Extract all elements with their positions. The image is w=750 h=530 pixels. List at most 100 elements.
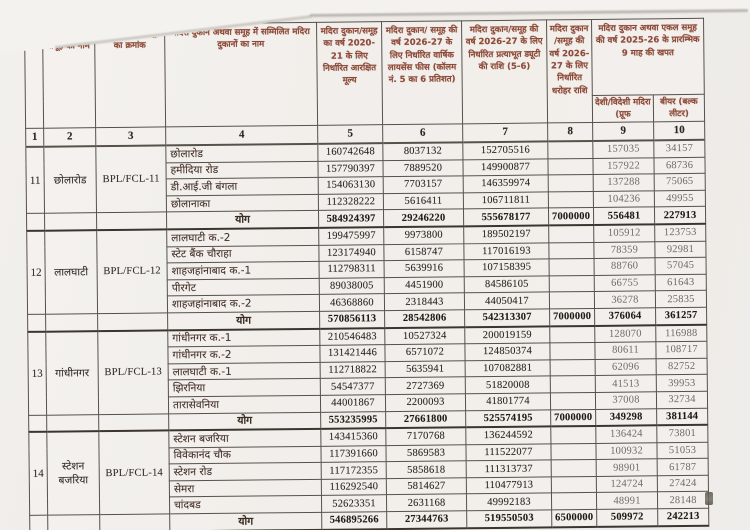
shop-name: हमीदिया रोड <box>165 160 319 180</box>
shop-value: 108717 <box>655 341 708 359</box>
shop-value: 199475997 <box>318 227 384 245</box>
shop-name: छोलारोड <box>165 143 318 163</box>
header-col-license-fee: मदिरा दुकान/ समूह की वर्ष 2026-27 के लिए… <box>381 20 463 125</box>
shop-value: 48991 <box>596 492 658 510</box>
total-value: 7000000 <box>549 308 595 326</box>
shop-value: 8037132 <box>382 142 463 161</box>
shop-value: 117016193 <box>463 242 550 260</box>
column-number: 5 <box>317 124 383 144</box>
shop-value: 54547377 <box>320 377 386 396</box>
shop-value <box>551 492 597 510</box>
total-value: 361257 <box>655 307 707 325</box>
shop-value: 111313737 <box>466 460 552 478</box>
group-name: स्टेशन बजरिया <box>46 431 100 516</box>
shop-value <box>551 476 597 494</box>
total-empty-serial <box>26 213 45 231</box>
shop-value <box>547 140 593 159</box>
shop-value: 152705516 <box>462 141 548 160</box>
total-value: 28542806 <box>384 309 465 328</box>
shop-value: 7703157 <box>383 176 464 194</box>
shop-value: 41801774 <box>465 392 551 411</box>
shop-value: 7170768 <box>385 427 466 446</box>
shop-value: 105912 <box>593 224 655 243</box>
shop-value: 28148 <box>657 491 709 509</box>
shop-name: झिरनिया <box>168 378 321 397</box>
total-value: 29246220 <box>383 209 464 228</box>
shop-value: 57045 <box>655 257 707 275</box>
shop-value: 117391660 <box>320 445 387 463</box>
shop-value: 68736 <box>653 156 706 175</box>
table-tilt-wrapper: मदिरा दुकान समूह का नाम मदिरा दुकान/ समू… <box>24 17 710 530</box>
column-number: 6 <box>382 123 463 144</box>
shop-value <box>550 375 596 393</box>
shop-value: 123174940 <box>318 244 385 262</box>
shop-value: 146359974 <box>463 175 549 193</box>
total-value: 6500000 <box>551 509 597 528</box>
shop-value: 37008 <box>595 391 657 409</box>
shop-value: 112798311 <box>319 260 385 279</box>
shop-name: शाहजहांनाबाद क.-2 <box>167 294 320 313</box>
shop-name: छोलानाका <box>166 194 319 213</box>
group-name: गांधीनगर <box>45 330 99 415</box>
header-col-deposit: मदिरा दुकान /समूह की वर्ष 2026-27 के लिए… <box>546 19 593 123</box>
shop-value: 4451900 <box>384 276 465 294</box>
shop-name: गांधीनगर क.-1 <box>167 328 320 348</box>
group-code: BPL/FCL-13 <box>97 329 169 415</box>
total-value: 525574195 <box>465 409 551 428</box>
shop-value: 6158747 <box>383 243 465 261</box>
shop-value: 136244592 <box>465 426 551 445</box>
shop-value: 61643 <box>655 274 707 292</box>
shop-value <box>549 291 595 309</box>
column-number: 2 <box>43 127 96 147</box>
shop-name: लालघाटी क.-2 <box>166 227 319 247</box>
shop-value: 157035 <box>592 140 654 159</box>
shop-value: 136424 <box>595 425 657 444</box>
shop-value: 27424 <box>657 475 709 493</box>
shop-value: 210546483 <box>319 327 385 346</box>
total-value: 546895266 <box>321 511 387 530</box>
total-value: 376064 <box>594 307 656 326</box>
shop-value: 32734 <box>656 391 708 409</box>
shop-value: 5616411 <box>383 192 464 211</box>
shop-value <box>547 158 594 176</box>
shop-value: 128070 <box>594 324 656 343</box>
shop-value: 154063130 <box>318 176 384 195</box>
total-value: 27344763 <box>386 510 467 529</box>
shop-value: 107082881 <box>465 359 551 378</box>
shop-value: 160742648 <box>317 143 383 161</box>
total-label: योग <box>166 210 319 230</box>
shop-value: 73801 <box>656 424 708 443</box>
column-number: 9 <box>592 121 654 141</box>
shop-value <box>551 459 597 477</box>
header-span-consumption: मदिरा दुकान अथवा एकल समूह की वर्ष 2025-2… <box>591 18 705 96</box>
shop-value: 61787 <box>657 458 709 476</box>
shop-value: 200019159 <box>464 325 550 344</box>
total-value: 519550503 <box>466 509 552 528</box>
total-value: 584924397 <box>318 210 384 228</box>
shop-name: विवेकानंद चौक <box>168 446 322 465</box>
total-empty-serial <box>27 314 46 332</box>
shop-value: 2631168 <box>386 494 467 512</box>
shop-value <box>550 443 597 461</box>
total-value: 7000000 <box>550 408 596 427</box>
total-value: 542313307 <box>464 308 550 327</box>
shop-value: 51053 <box>656 441 709 460</box>
shop-value: 34157 <box>653 139 705 158</box>
group-serial: 11 <box>25 146 45 214</box>
shop-value: 80611 <box>594 341 657 360</box>
shop-value <box>548 191 594 209</box>
shop-value <box>550 359 596 377</box>
shop-name: पीरगेट <box>167 278 320 297</box>
shop-value: 49955 <box>654 190 706 208</box>
total-value: 381144 <box>656 407 708 426</box>
header-col-liquor-proof-litre: देशी/विदेशी मदिरा (प्रूफ <box>592 94 654 123</box>
group-serial: 13 <box>27 331 47 415</box>
total-empty-serial <box>29 515 48 530</box>
shop-value: 5635941 <box>385 360 466 378</box>
column-number: 1 <box>25 128 44 147</box>
group-name: छोलारोड <box>43 146 97 214</box>
column-number: 3 <box>95 126 166 147</box>
shop-value: 2727369 <box>385 377 466 395</box>
column-number: 8 <box>547 122 593 142</box>
